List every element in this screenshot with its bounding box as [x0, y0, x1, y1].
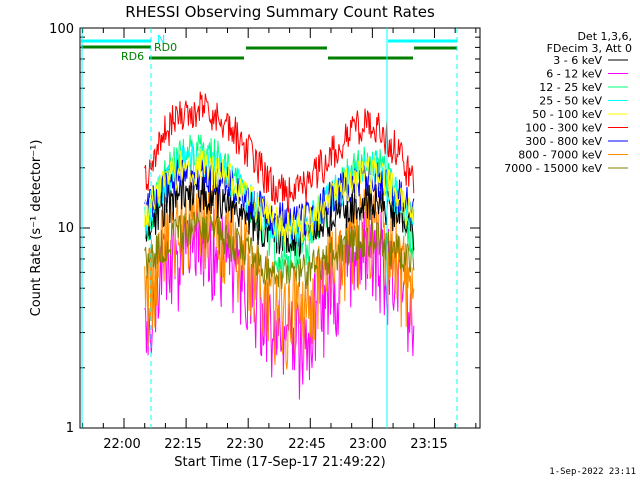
legend-label: 50 - 100 keV: [532, 108, 602, 121]
x-ticks: [82, 28, 477, 428]
y-tick-label-1: 1: [66, 421, 74, 436]
y-ticks: [80, 36, 480, 429]
legend-label: 7000 - 15000 keV: [504, 162, 602, 175]
y-tick-label-100: 100: [49, 22, 74, 37]
night-label: N: [157, 33, 165, 46]
rd0-bars: RD0: [81, 41, 457, 54]
rd6-label: RD6: [121, 50, 144, 63]
y-tick-labels: 1 10 100: [49, 22, 74, 436]
rd6-bars: RD6: [121, 50, 413, 63]
rd0-label: RD0: [154, 41, 177, 54]
y-tick-label-10: 10: [57, 221, 74, 236]
legend-label: 100 - 300 keV: [525, 122, 602, 135]
series-group: [144, 91, 415, 400]
x-tick-label-2300: 23:00: [349, 437, 386, 452]
x-tick-label-2200: 22:00: [103, 437, 140, 452]
legend-label: 800 - 7000 keV: [518, 149, 602, 162]
timestamp: 1-Sep-2022 23:11: [549, 467, 636, 477]
series-line-7000-15000-kev: [144, 211, 415, 290]
vertical-markers: [81, 28, 458, 428]
legend-label: 25 - 50 keV: [539, 95, 602, 108]
x-tick-labels: 22:00 22:15 22:30 22:45 23:00 23:15: [103, 437, 447, 452]
x-axis-label: Start Time (17-Sep-17 21:49:22): [174, 455, 385, 470]
series-line-3-6-kev: [144, 176, 415, 257]
legend-label: 6 - 12 keV: [546, 68, 602, 81]
legend-label: 300 - 800 keV: [525, 135, 602, 148]
series-line-50-100-kev: [144, 147, 415, 247]
legend-label: 3 - 6 keV: [553, 54, 602, 67]
night-bars: N: [81, 33, 457, 46]
x-tick-label-2315: 23:15: [410, 437, 447, 452]
legend-header-1: Det 1,3,6,: [577, 30, 632, 43]
y-axis-label: Count Rate (s⁻¹ detector⁻¹): [29, 140, 44, 317]
x-tick-label-2230: 22:30: [226, 437, 263, 452]
legend-label: 12 - 25 keV: [539, 81, 602, 94]
x-tick-label-2215: 22:15: [164, 437, 201, 452]
legend-header-2: FDecim 3, Att 0: [547, 42, 632, 55]
x-tick-label-2245: 22:45: [288, 437, 325, 452]
chart-title: RHESSI Observing Summary Count Rates: [125, 3, 435, 21]
series-line-100-300-kev: [144, 91, 415, 213]
